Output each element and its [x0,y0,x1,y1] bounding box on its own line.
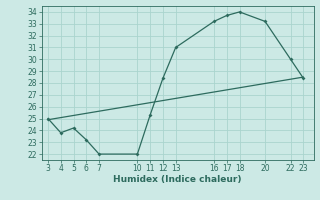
X-axis label: Humidex (Indice chaleur): Humidex (Indice chaleur) [113,175,242,184]
